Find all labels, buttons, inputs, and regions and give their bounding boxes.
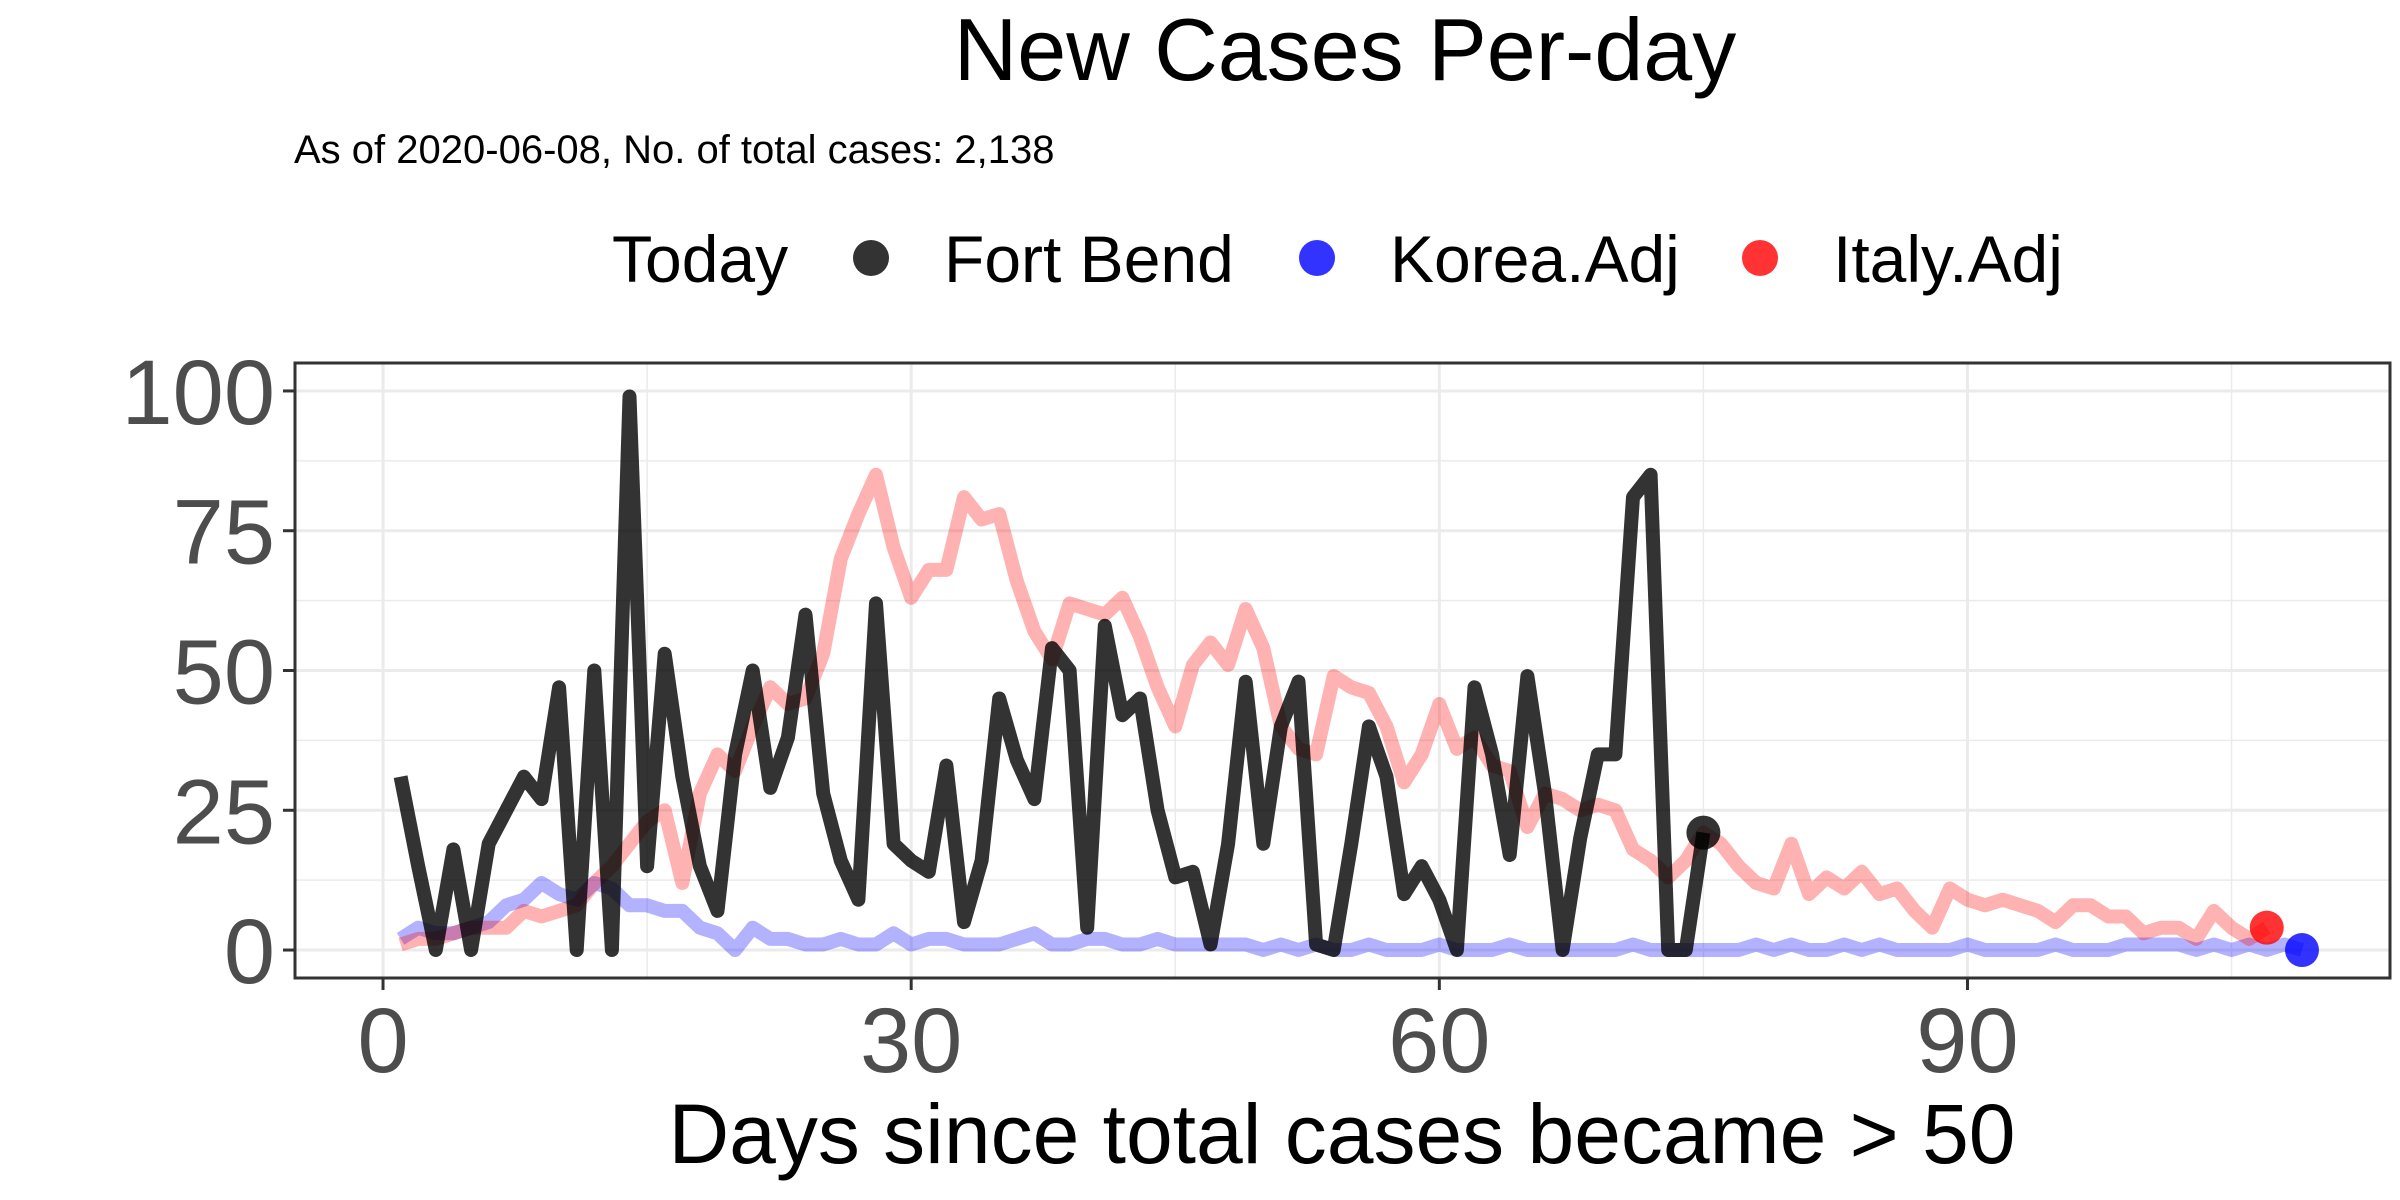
end-point-italy-adj: [2249, 910, 2284, 945]
x-axis-title: Days since total cases became > 50: [668, 1087, 2015, 1181]
series-end-points: [1686, 815, 2319, 968]
y-tick-label: 50: [173, 622, 275, 724]
x-tick-label: 0: [357, 990, 408, 1092]
series-line-italy-adj: [398, 467, 2271, 952]
series-line-fort-bend: [393, 389, 1711, 957]
x-axis-ticks: 0 30 60 90: [357, 978, 2019, 1092]
series-lines: [393, 389, 2305, 957]
legend-key-italy-adj: [1742, 240, 1778, 276]
legend-title: Today: [612, 222, 788, 296]
end-point-korea-adj: [2284, 933, 2319, 968]
y-tick-label: 75: [173, 482, 275, 584]
legend: Today Fort Bend Korea.Adj Italy.Adj: [612, 222, 2063, 296]
x-tick-label: 90: [1916, 990, 2018, 1092]
legend-items: Fort Bend Korea.Adj Italy.Adj: [853, 222, 2063, 296]
x-tick-label: 60: [1388, 990, 1490, 1092]
legend-key-korea-adj: [1299, 240, 1335, 276]
legend-label: Korea.Adj: [1390, 222, 1680, 296]
y-tick-label: 25: [173, 761, 275, 863]
y-axis-ticks: 0 25 50 75 100: [122, 342, 295, 1003]
plot-area: [293, 361, 2392, 980]
chart-title: New Cases Per-day: [954, 0, 1737, 99]
chart-subtitle: As of 2020-06-08, No. of total cases: 2,…: [294, 128, 1054, 172]
legend-key-fort-bend: [853, 240, 889, 276]
legend-label: Italy.Adj: [1833, 222, 2063, 296]
x-tick-label: 30: [860, 990, 962, 1092]
y-tick-label: 0: [224, 901, 275, 1003]
legend-label: Fort Bend: [944, 222, 1234, 296]
series-line-korea-adj: [396, 876, 2305, 957]
y-tick-label: 100: [122, 342, 276, 444]
end-point-fort-bend: [1686, 815, 1721, 850]
